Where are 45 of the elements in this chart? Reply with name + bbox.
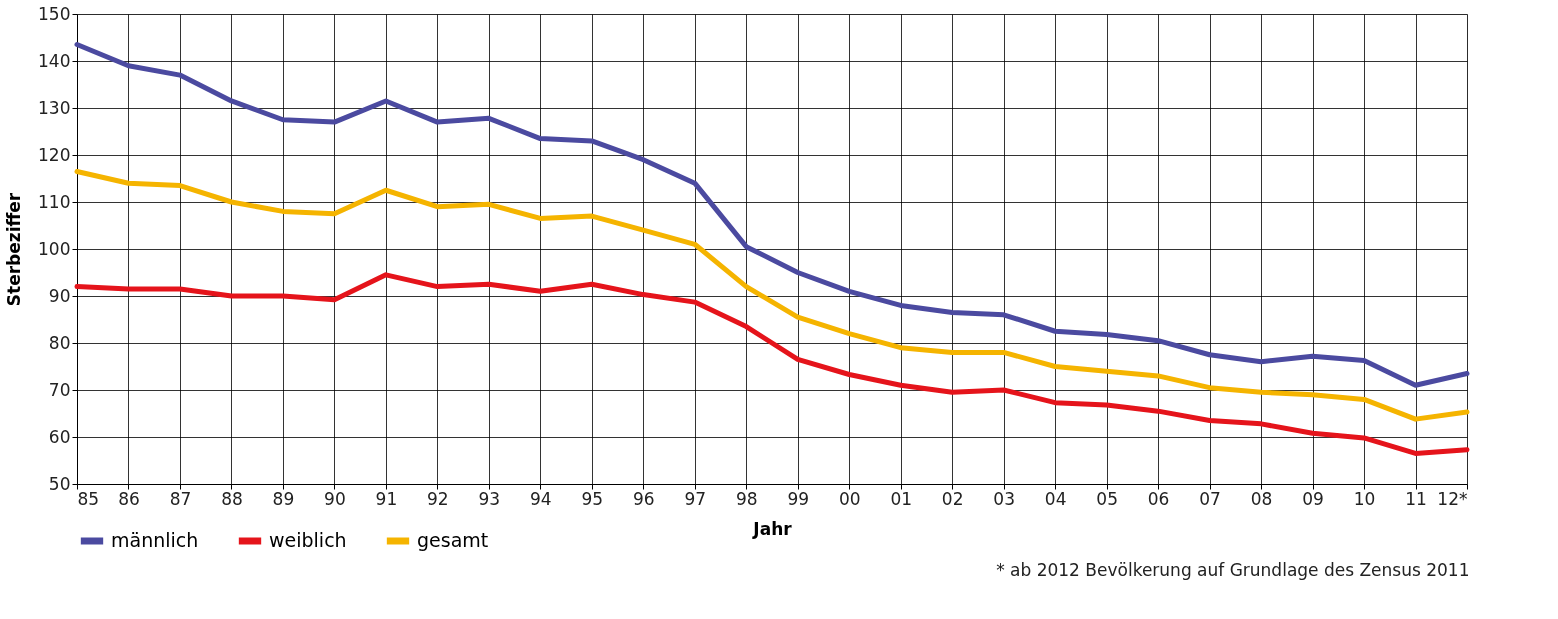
x-tick-label: 02 (941, 488, 964, 509)
y-tick-label: 50 (48, 473, 71, 494)
x-tick-label: 92 (427, 488, 449, 509)
x-tick-label: 05 (1096, 488, 1118, 509)
x-tick-label: 87 (169, 488, 192, 509)
x-tick-label: 01 (890, 488, 913, 509)
x-tick-label: 91 (375, 488, 398, 509)
y-tick-label: 110 (38, 191, 71, 212)
y-tick-label: 150 (38, 3, 71, 24)
x-axis-title: Jahr (752, 518, 793, 539)
x-tick-label: 85 (77, 488, 100, 509)
x-tick-label: 09 (1302, 488, 1324, 509)
y-tick-label: 130 (38, 97, 71, 118)
x-tick-label: 94 (530, 488, 552, 509)
x-tick-label: 93 (478, 488, 501, 509)
y-tick-label: 80 (48, 332, 71, 353)
y-tick-label: 90 (48, 285, 71, 306)
x-tick-label: 11 (1405, 488, 1427, 509)
y-tick-label: 140 (38, 50, 71, 71)
x-tick-label: 03 (993, 488, 1015, 509)
text: * ab 2012 Bevölkerung auf Grundlage des Zensus 2011 (996, 560, 1470, 580)
x-tick-label: 04 (1044, 488, 1067, 509)
x-tick-label: 06 (1147, 488, 1170, 509)
x-tick-label: 98 (735, 488, 758, 509)
legend-label: gesamt (417, 529, 489, 551)
x-tick-label: 96 (632, 488, 655, 509)
x-tick-label: 88 (221, 488, 243, 509)
y-tick-label: 60 (48, 426, 71, 447)
x-tick-label: 89 (272, 488, 295, 509)
x-tick-label: 07 (1199, 488, 1221, 509)
x-tick-label: 86 (118, 488, 140, 509)
legend-label: männlich (111, 529, 199, 551)
x-tick-label: 00 (838, 488, 861, 509)
y-tick-label: 100 (38, 238, 71, 259)
legend-label: weiblich (269, 529, 347, 551)
x-tick-label: 12* (1437, 488, 1468, 509)
y-axis-title: Sterbeziffer (4, 192, 25, 307)
x-tick-label: 08 (1250, 488, 1273, 509)
x-tick-label: 10 (1353, 488, 1376, 509)
y-tick-label: 70 (48, 379, 71, 400)
x-tick-label: 90 (324, 488, 346, 509)
x-tick-label: 99 (787, 488, 810, 509)
x-tick-label: 97 (684, 488, 707, 509)
x-tick-label: 95 (581, 488, 604, 509)
y-tick-label: 120 (38, 144, 71, 165)
